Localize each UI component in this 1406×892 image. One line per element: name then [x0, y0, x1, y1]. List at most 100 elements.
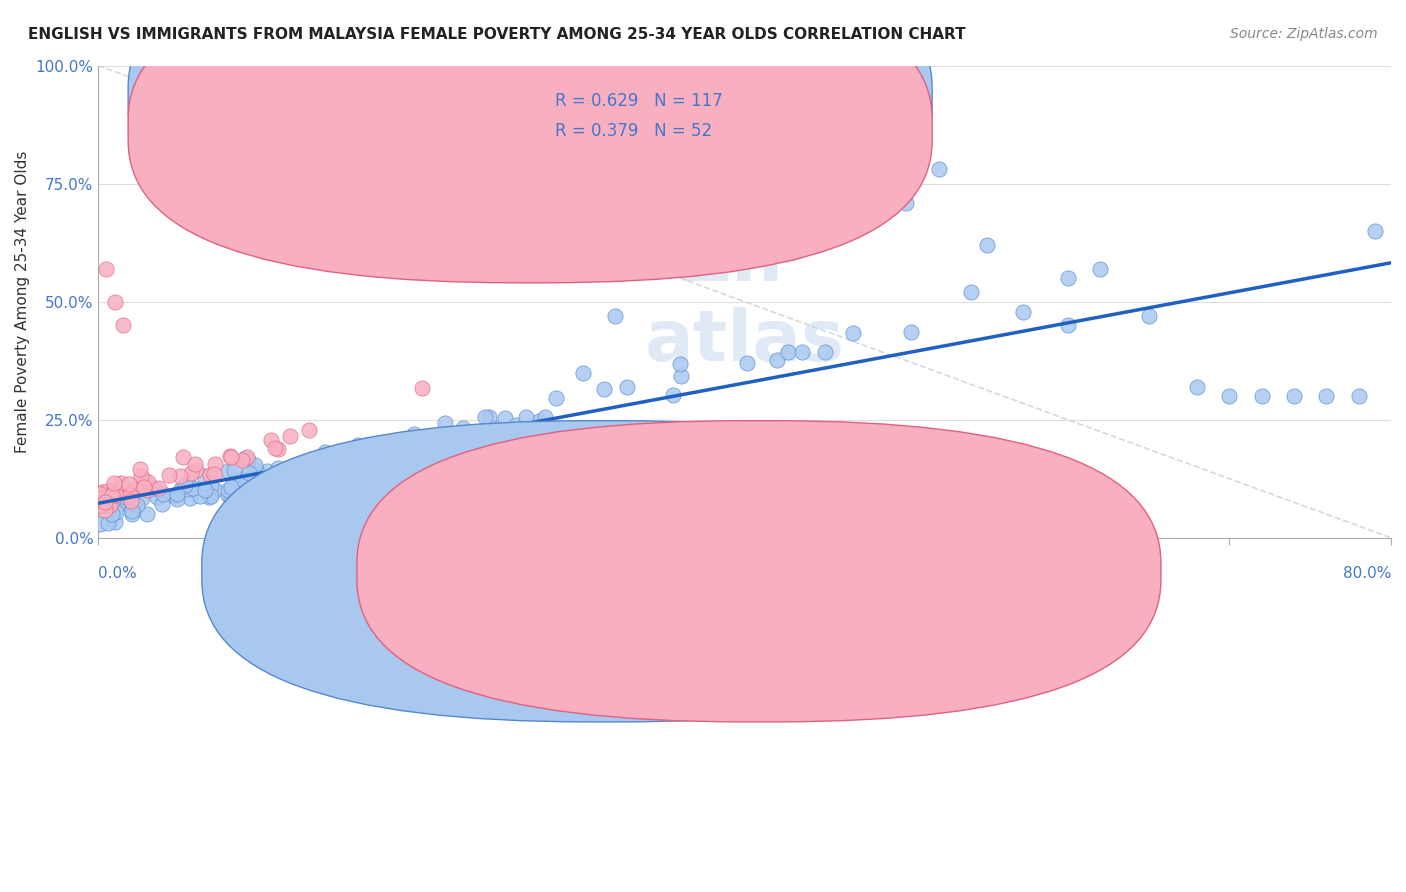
Point: [177, 475, 200, 490]
Point: [976, 238, 998, 252]
Point: [120, 494, 142, 508]
Point: [1364, 224, 1386, 238]
Point: [183, 481, 205, 495]
Point: [93, 494, 115, 508]
Point: [204, 457, 226, 471]
Point: [415, 437, 437, 451]
Point: [668, 358, 690, 372]
Point: [198, 490, 221, 504]
Point: [1137, 309, 1160, 323]
Point: [280, 464, 302, 478]
Point: [472, 433, 495, 447]
Text: Immigrants from Malaysia: Immigrants from Malaysia: [780, 573, 980, 587]
Point: [101, 507, 124, 521]
Point: [260, 433, 283, 447]
Point: [1185, 379, 1208, 393]
Point: [110, 475, 132, 490]
Point: [152, 487, 174, 501]
Point: [347, 453, 370, 467]
Point: [267, 442, 290, 456]
Point: [193, 469, 215, 483]
Point: [605, 309, 627, 323]
Point: [267, 466, 290, 480]
Point: [98, 484, 121, 499]
Point: [415, 451, 437, 466]
Point: [131, 491, 153, 505]
Point: [100, 496, 122, 510]
Point: [217, 464, 239, 478]
Text: R = 0.379   N = 52: R = 0.379 N = 52: [555, 122, 711, 140]
Point: [274, 462, 297, 476]
Point: [169, 468, 191, 483]
Point: [661, 388, 683, 402]
Point: [90, 498, 112, 512]
Point: [356, 438, 378, 452]
Point: [103, 483, 125, 497]
Point: [204, 483, 226, 497]
Point: [202, 467, 225, 482]
Point: [264, 442, 287, 456]
Point: [900, 325, 922, 339]
Point: [529, 414, 551, 428]
Point: [90, 498, 112, 512]
Point: [765, 352, 787, 367]
Point: [221, 491, 243, 506]
Point: [94, 503, 117, 517]
Point: [131, 469, 153, 483]
Point: [132, 480, 155, 494]
Point: [1250, 389, 1272, 403]
Point: [236, 450, 259, 464]
Point: [103, 294, 125, 309]
Point: [266, 460, 288, 475]
Point: [399, 440, 422, 454]
Point: [121, 508, 143, 522]
Point: [404, 427, 426, 442]
Point: [115, 484, 138, 499]
Point: [89, 517, 111, 532]
Point: [200, 467, 222, 482]
Point: [180, 467, 202, 481]
Point: [375, 436, 398, 450]
Text: Source: ZipAtlas.com: Source: ZipAtlas.com: [1230, 27, 1378, 41]
Point: [735, 356, 758, 370]
FancyBboxPatch shape: [357, 421, 1161, 722]
Point: [1347, 389, 1369, 403]
Point: [366, 453, 388, 467]
Point: [96, 261, 118, 276]
Point: [90, 489, 112, 503]
Point: [453, 421, 475, 435]
Point: [841, 326, 863, 340]
Point: [267, 475, 290, 489]
Point: [1056, 318, 1078, 333]
Point: [111, 318, 134, 333]
Point: [94, 488, 117, 502]
Point: [928, 162, 950, 177]
Point: [256, 464, 278, 478]
Point: [236, 453, 259, 467]
Point: [122, 497, 145, 511]
Point: [1056, 271, 1078, 285]
Point: [454, 433, 477, 447]
Point: [960, 285, 983, 300]
Point: [172, 450, 194, 464]
Point: [1218, 389, 1240, 403]
Point: [441, 427, 464, 442]
Point: [94, 495, 117, 509]
Point: [148, 481, 170, 495]
Point: [515, 409, 537, 424]
Point: [136, 483, 159, 498]
Point: [166, 487, 188, 501]
Point: [533, 409, 555, 424]
Point: [544, 391, 567, 405]
Point: [90, 484, 112, 499]
Point: [669, 369, 692, 384]
Point: [896, 195, 918, 210]
Point: [394, 438, 416, 452]
Point: [107, 497, 129, 511]
Point: [89, 487, 111, 501]
Text: 0.0%: 0.0%: [98, 566, 138, 581]
Point: [217, 483, 239, 497]
Point: [360, 449, 382, 463]
Point: [245, 462, 267, 476]
Point: [233, 450, 256, 465]
